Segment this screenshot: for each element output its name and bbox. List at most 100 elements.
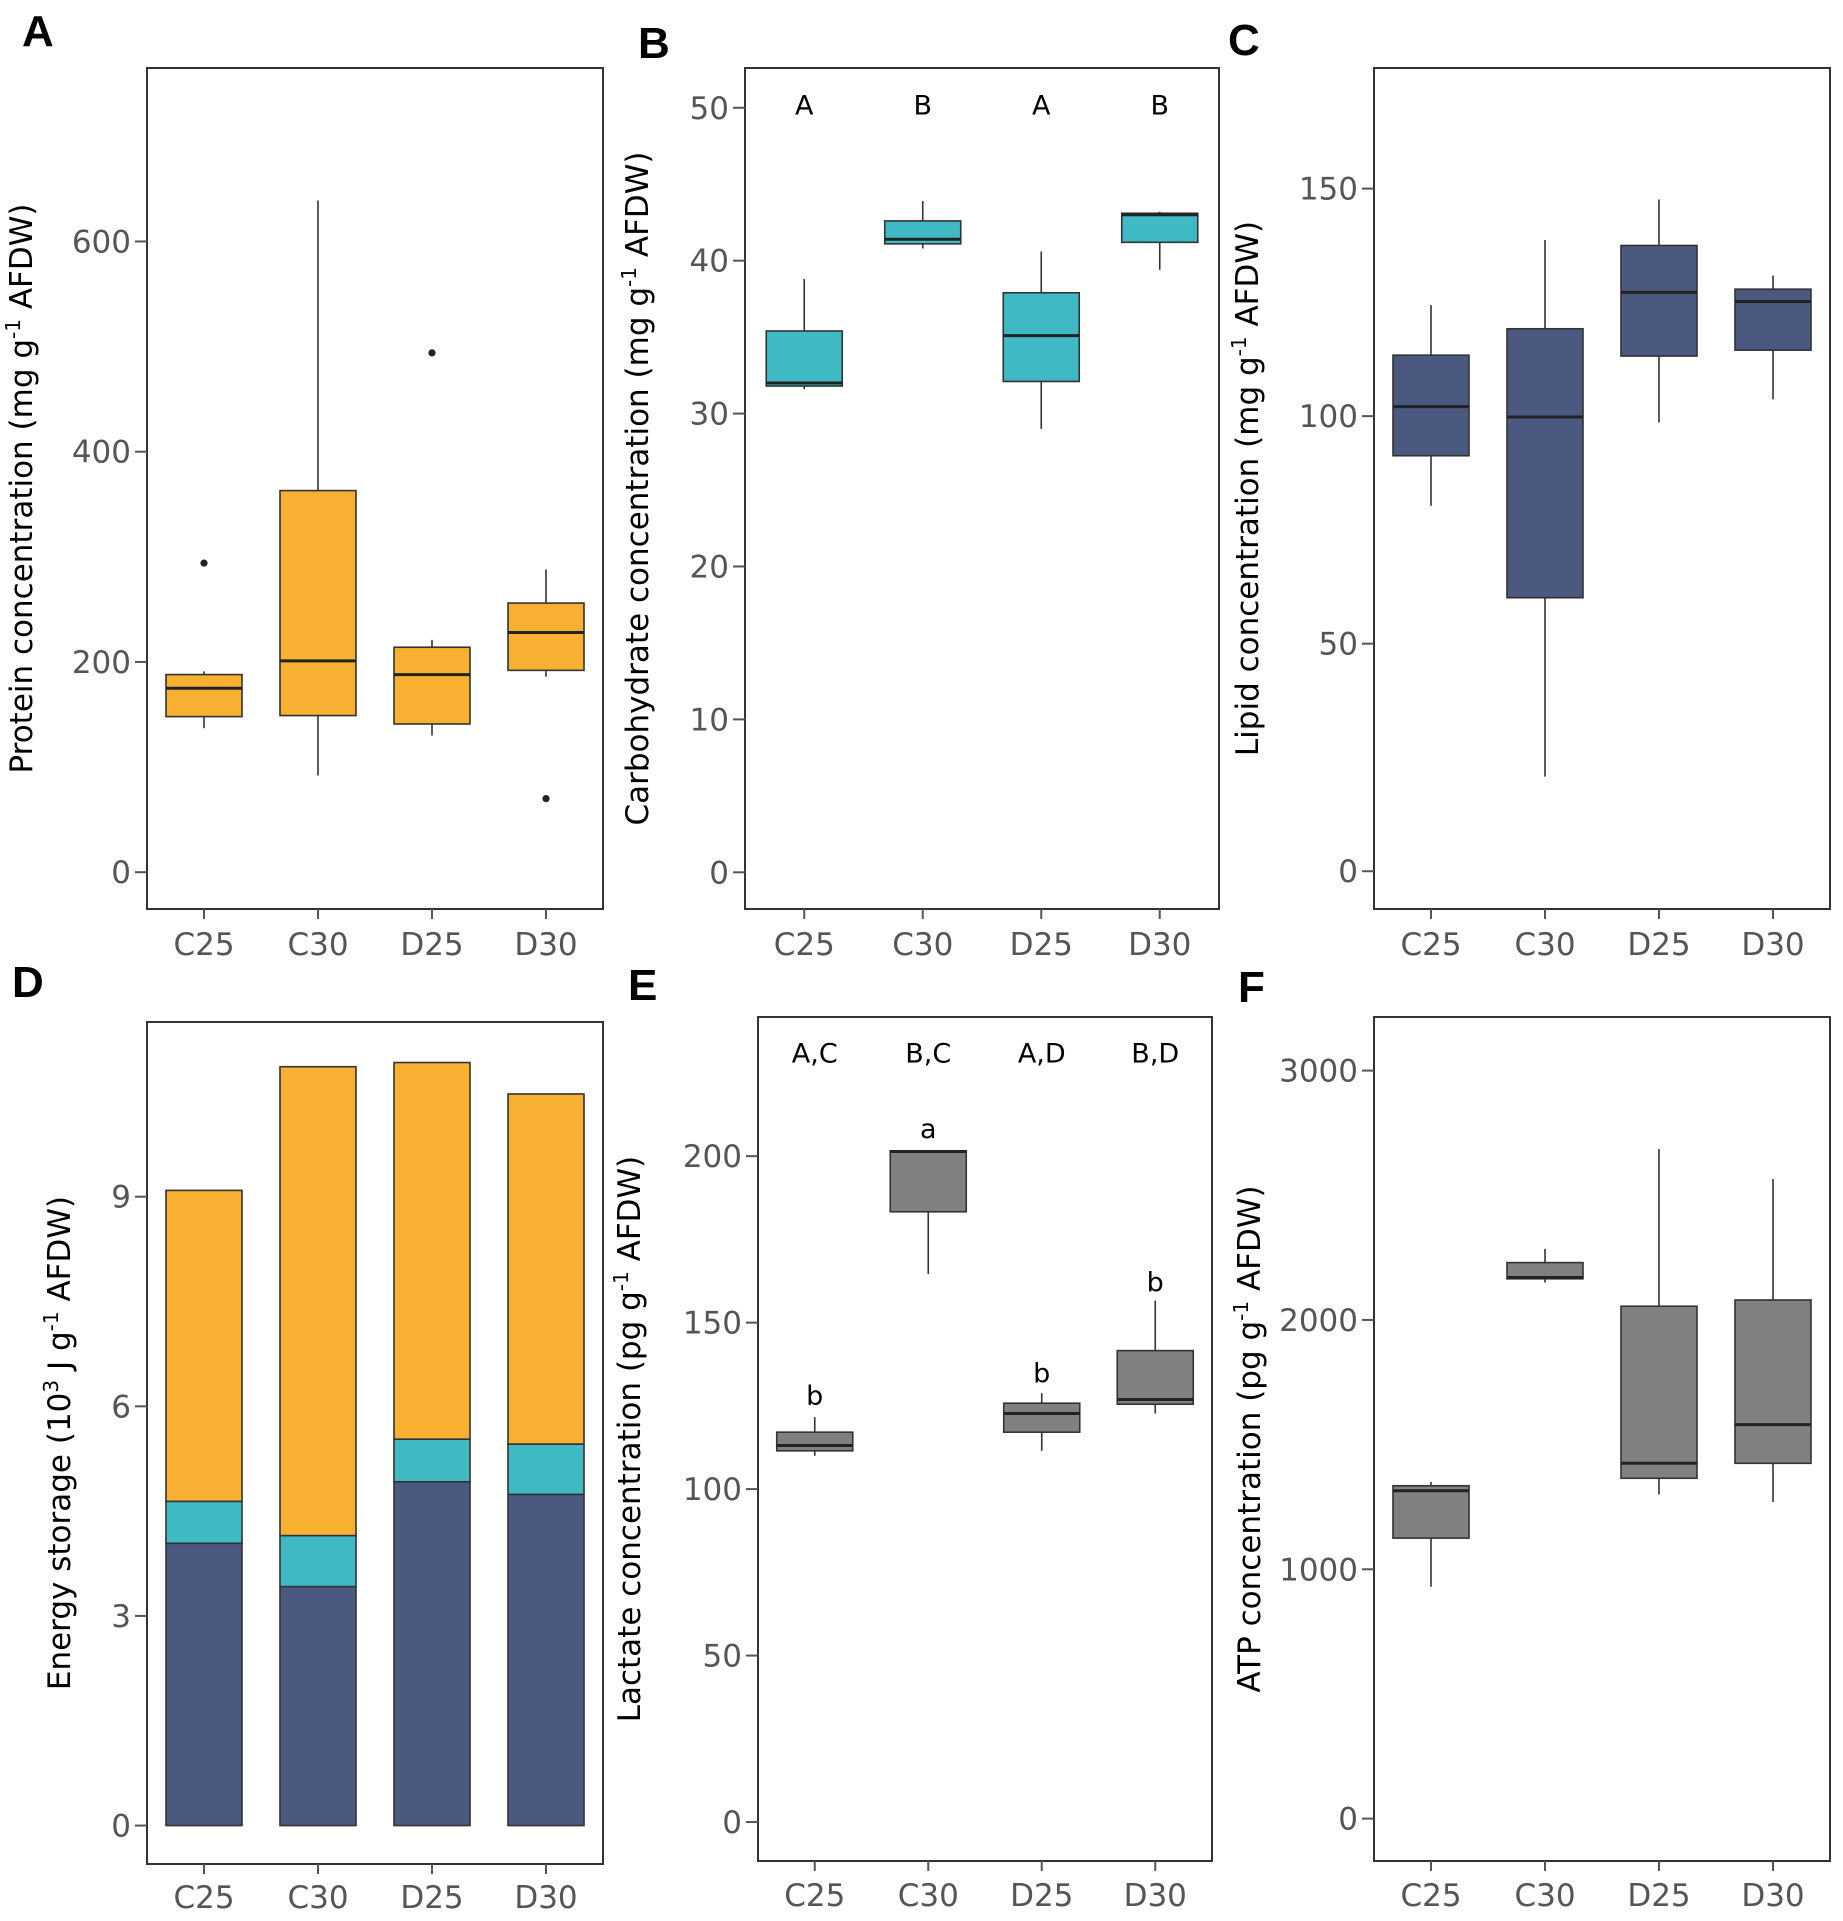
y-axis-label-part: AFDW): [612, 1156, 648, 1272]
x-tick-label: D25: [400, 927, 463, 963]
bar-segment-protein: [279, 1065, 357, 1537]
y-axis-label: Lipid concentration (mg g-1 AFDW): [1227, 221, 1266, 756]
box-d30: [1734, 275, 1812, 400]
y-axis-label-part: ATP concentration (pg g: [1232, 1321, 1268, 1693]
box-d25: [1002, 251, 1081, 429]
bar-segment-lipid: [507, 1493, 585, 1827]
y-tick-label: 3000: [1279, 1054, 1358, 1090]
y-axis-label-part: AFDW): [1232, 1185, 1268, 1301]
panel-letter: E: [628, 961, 657, 1010]
box-d30: [1734, 1179, 1812, 1502]
y-axis-label-part: -1: [617, 267, 641, 287]
y-tick-label: 100: [1299, 399, 1358, 435]
iqr-box: [1734, 1299, 1812, 1465]
significance-label: a: [920, 1114, 937, 1145]
x-tick-label: C25: [784, 1878, 845, 1914]
outlier-point: [542, 795, 550, 803]
x-tick-label: D30: [1124, 1878, 1187, 1914]
significance-label: B: [913, 91, 932, 122]
x-tick-label: C30: [1514, 1878, 1575, 1914]
x-tick-label: C30: [287, 1880, 348, 1916]
y-axis-label: Energy storage (103 J g-1 AFDW): [39, 1196, 78, 1690]
plot-frame: [757, 1016, 1213, 1862]
y-axis-label-part: -1: [1229, 1301, 1253, 1321]
y-axis-label-part: AFDW): [620, 151, 656, 267]
y-tick-label: 40: [690, 244, 729, 280]
box-c30: [1506, 1248, 1584, 1283]
plot-frame: [1373, 67, 1831, 910]
x-tick-label: C30: [898, 1878, 959, 1914]
box-d30: [507, 569, 585, 803]
y-tick-label: 30: [690, 397, 729, 433]
significance-label: A,D: [1018, 1038, 1066, 1069]
panel-letter: A: [22, 7, 54, 56]
bar-segment-lipid: [165, 1542, 243, 1827]
y-tick-label: 50: [690, 91, 729, 127]
y-tick-label: 0: [722, 1805, 742, 1841]
x-tick-label: D30: [1128, 927, 1191, 963]
y-tick-label: 0: [1338, 854, 1358, 890]
box-d30: [1120, 211, 1199, 270]
box-d25: [1620, 199, 1698, 423]
y-tick-label: 150: [1299, 172, 1358, 208]
significance-label: B,C: [905, 1038, 951, 1069]
y-axis-label-part: AFDW): [1230, 221, 1266, 337]
y-axis-label-part: J g: [42, 1331, 78, 1380]
y-tick-label: 600: [72, 224, 131, 260]
iqr-box: [1734, 288, 1812, 351]
iqr-box: [765, 330, 844, 387]
plot-frame: [146, 67, 604, 910]
y-tick-label: 0: [709, 855, 729, 891]
plot-frame: [146, 1021, 604, 1865]
panel-b: B 0 10 20 30 40 50 C25 C30 D25 D30 Carbohydrate con…: [617, 19, 1220, 963]
iqr-box: [393, 646, 471, 725]
outlier-point: [200, 559, 208, 567]
iqr-box: [1120, 212, 1199, 244]
bar-segment-carbohydrate: [165, 1500, 243, 1545]
panel-letter: D: [12, 958, 44, 1007]
x-tick-label: C25: [173, 1880, 234, 1916]
y-tick-label: 0: [111, 855, 131, 891]
box-d25: [393, 349, 471, 736]
panel-e: E 0 50 100 150 200 C25 C30 D25 D30 Lactate concent…: [609, 961, 1213, 1914]
y-tick-label: 20: [690, 549, 729, 585]
x-tick-label: D25: [1627, 1878, 1690, 1914]
x-tick-label: D25: [1010, 1878, 1073, 1914]
iqr-box: [1002, 291, 1081, 383]
y-tick-label: 400: [72, 435, 131, 471]
box-c25: [765, 279, 844, 390]
box-d25: [1002, 1393, 1081, 1451]
y-tick-label: 10: [690, 702, 729, 738]
significance-label: B,D: [1131, 1038, 1179, 1069]
x-tick-label: D25: [1010, 927, 1073, 963]
y-axis-label-part: -1: [39, 1311, 63, 1331]
bar-segment-carbohydrate: [279, 1534, 357, 1588]
x-tick-label: D30: [514, 1880, 577, 1916]
significance-label: b: [1033, 1359, 1050, 1390]
outlier-point: [428, 349, 436, 357]
iqr-box: [507, 602, 585, 672]
x-tick-label: D30: [1741, 927, 1804, 963]
x-tick-label: C25: [173, 927, 234, 963]
x-tick-label: C25: [1400, 1878, 1461, 1914]
y-tick-label: 1000: [1279, 1552, 1358, 1588]
y-tick-label: 2000: [1279, 1303, 1358, 1339]
bar-segment-protein: [507, 1093, 585, 1445]
bar-segment-lipid: [279, 1585, 357, 1827]
iqr-box: [165, 673, 243, 718]
y-axis-label: Carbohydrate concentration (mg g-1 AFDW): [617, 151, 656, 825]
y-tick-label: 100: [683, 1472, 742, 1508]
y-axis-label-part: Protein concentration (mg g: [4, 339, 40, 774]
bar-c30: [279, 1065, 357, 1827]
y-axis-label-part: -1: [1227, 336, 1251, 356]
y-axis-label: Lactate concentration (pg g-1 AFDW): [609, 1156, 648, 1723]
significance-label: A: [795, 91, 814, 122]
bar-segment-protein: [165, 1189, 243, 1503]
y-tick-label: 9: [111, 1180, 131, 1216]
x-tick-label: C25: [774, 927, 835, 963]
bar-segment-protein: [393, 1061, 471, 1440]
y-axis-label-part: Carbohydrate concentration (mg g: [620, 287, 656, 826]
y-axis-label-part: -1: [1, 319, 25, 339]
